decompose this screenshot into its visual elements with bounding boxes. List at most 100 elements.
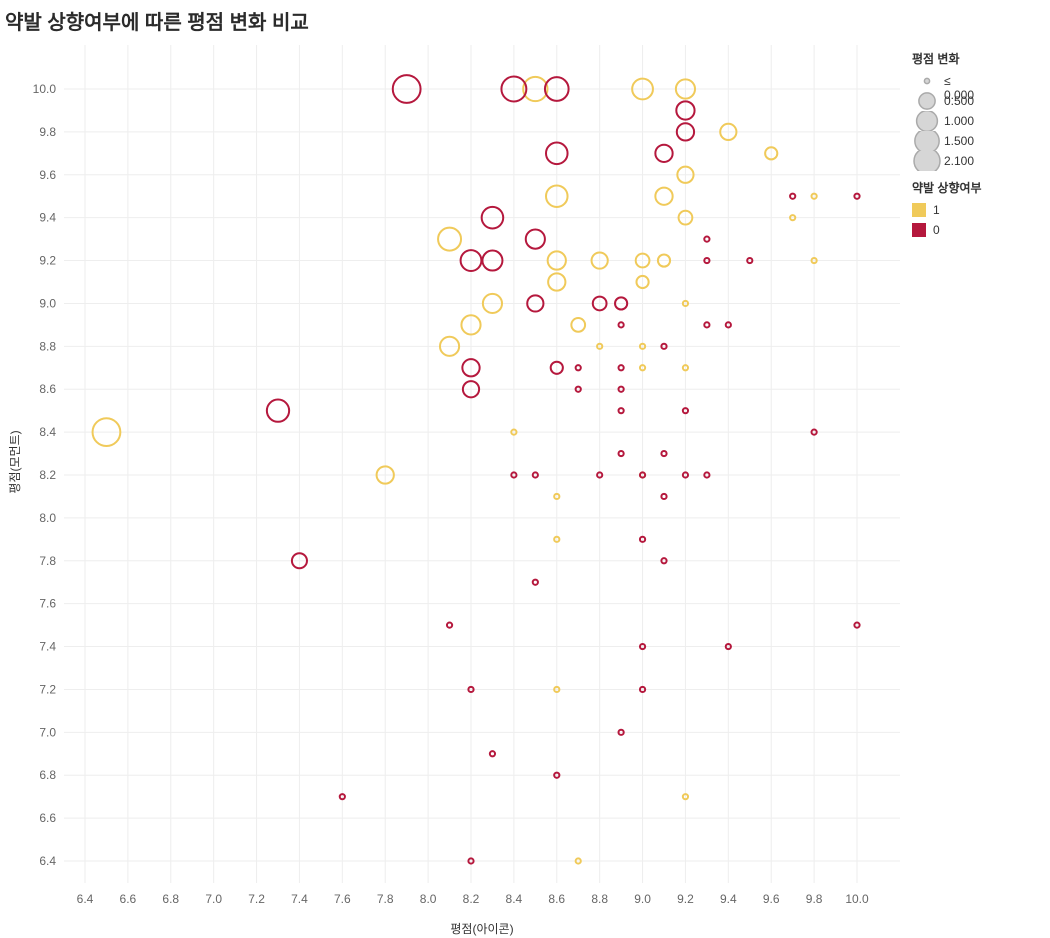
data-point-series-0[interactable] bbox=[591, 295, 608, 312]
data-point-series-1[interactable] bbox=[638, 364, 647, 372]
data-point-series-1[interactable] bbox=[570, 317, 587, 333]
data-point-series-0[interactable] bbox=[660, 557, 668, 565]
data-point-series-0[interactable] bbox=[724, 321, 732, 329]
data-point-series-0[interactable] bbox=[617, 407, 625, 415]
data-point-series-1[interactable] bbox=[764, 146, 779, 161]
data-point-series-0[interactable] bbox=[524, 228, 546, 250]
data-point-series-0[interactable] bbox=[574, 364, 582, 372]
data-point-series-0[interactable] bbox=[549, 360, 564, 375]
data-point-series-1[interactable] bbox=[677, 209, 694, 226]
y-tick-label: 9.0 bbox=[39, 296, 56, 310]
size-legend-marker bbox=[923, 77, 931, 85]
data-point-series-0[interactable] bbox=[461, 380, 481, 399]
data-point-series-0[interactable] bbox=[265, 398, 291, 423]
data-point-series-0[interactable] bbox=[461, 358, 481, 378]
data-point-series-1[interactable] bbox=[810, 256, 818, 265]
data-point-series-1[interactable] bbox=[681, 793, 690, 801]
data-point-series-0[interactable] bbox=[459, 249, 483, 272]
data-point-series-1[interactable] bbox=[635, 274, 650, 290]
data-point-series-0[interactable] bbox=[617, 385, 625, 393]
data-point-series-1[interactable] bbox=[656, 253, 672, 268]
data-point-series-0[interactable] bbox=[675, 100, 696, 121]
data-point-series-0[interactable] bbox=[480, 205, 505, 230]
data-point-series-1[interactable] bbox=[438, 335, 461, 357]
data-point-series-1[interactable] bbox=[375, 465, 395, 485]
data-point-series-0[interactable] bbox=[338, 793, 346, 801]
data-point-series-0[interactable] bbox=[574, 385, 582, 393]
data-point-series-1[interactable] bbox=[522, 75, 549, 103]
data-point-series-1[interactable] bbox=[654, 186, 674, 206]
data-point-series-0[interactable] bbox=[703, 471, 711, 479]
y-tick-label: 9.4 bbox=[39, 211, 56, 225]
data-point-series-0[interactable] bbox=[467, 857, 475, 865]
data-point-series-1[interactable] bbox=[553, 492, 561, 501]
data-point-series-1[interactable] bbox=[681, 364, 690, 372]
data-point-series-1[interactable] bbox=[546, 250, 567, 271]
data-point-series-0[interactable] bbox=[638, 471, 647, 479]
data-point-series-0[interactable] bbox=[638, 535, 647, 543]
data-point-series-0[interactable] bbox=[543, 76, 570, 102]
data-point-series-0[interactable] bbox=[810, 428, 818, 436]
data-point-series-0[interactable] bbox=[596, 471, 604, 479]
data-point-series-0[interactable] bbox=[531, 578, 539, 586]
data-point-series-0[interactable] bbox=[544, 141, 569, 166]
data-point-series-0[interactable] bbox=[553, 771, 561, 779]
x-tick-label: 9.2 bbox=[677, 892, 694, 906]
data-point-series-0[interactable] bbox=[500, 75, 528, 103]
data-point-series-0[interactable] bbox=[638, 685, 647, 694]
data-point-series-1[interactable] bbox=[681, 299, 690, 308]
data-point-series-0[interactable] bbox=[681, 471, 690, 479]
data-point-series-0[interactable] bbox=[526, 294, 545, 313]
data-point-series-0[interactable] bbox=[488, 750, 497, 758]
data-point-series-0[interactable] bbox=[510, 471, 518, 479]
data-point-series-0[interactable] bbox=[660, 449, 668, 458]
data-point-series-0[interactable] bbox=[531, 471, 539, 479]
data-point-series-1[interactable] bbox=[719, 122, 738, 142]
data-point-series-1[interactable] bbox=[676, 165, 695, 184]
data-point-series-0[interactable] bbox=[481, 249, 504, 272]
data-point-series-1[interactable] bbox=[544, 184, 569, 209]
data-point-series-0[interactable] bbox=[614, 296, 629, 311]
data-point-series-1[interactable] bbox=[460, 314, 482, 336]
data-point-series-1[interactable] bbox=[631, 77, 654, 101]
data-point-series-0[interactable] bbox=[724, 642, 732, 651]
data-point-series-1[interactable] bbox=[674, 78, 697, 100]
data-point-series-0[interactable] bbox=[617, 364, 625, 372]
data-point-series-1[interactable] bbox=[553, 685, 561, 694]
data-point-series-0[interactable] bbox=[638, 642, 647, 651]
data-point-series-1[interactable] bbox=[789, 214, 797, 222]
data-point-series-0[interactable] bbox=[746, 256, 754, 265]
data-point-series-1[interactable] bbox=[574, 857, 582, 865]
color-legend-item[interactable]: 1 bbox=[912, 200, 982, 220]
data-point-series-1[interactable] bbox=[634, 252, 651, 269]
data-point-series-1[interactable] bbox=[437, 226, 463, 252]
data-point-series-0[interactable] bbox=[660, 342, 668, 350]
data-point-series-1[interactable] bbox=[91, 417, 122, 448]
data-point-series-0[interactable] bbox=[660, 492, 668, 501]
data-point-series-0[interactable] bbox=[445, 621, 454, 629]
data-point-series-0[interactable] bbox=[617, 321, 625, 329]
data-point-series-0[interactable] bbox=[853, 621, 861, 629]
color-legend-item[interactable]: 0 bbox=[912, 220, 982, 240]
data-point-series-0[interactable] bbox=[617, 728, 625, 736]
data-point-series-0[interactable] bbox=[467, 685, 475, 694]
data-point-series-1[interactable] bbox=[638, 342, 647, 350]
data-point-series-0[interactable] bbox=[703, 321, 711, 329]
data-point-series-0[interactable] bbox=[853, 192, 861, 200]
data-point-series-0[interactable] bbox=[675, 122, 696, 142]
data-point-series-0[interactable] bbox=[703, 235, 711, 243]
data-point-series-1[interactable] bbox=[481, 292, 504, 315]
data-point-series-0[interactable] bbox=[703, 256, 711, 265]
data-point-series-0[interactable] bbox=[391, 74, 422, 104]
data-point-series-0[interactable] bbox=[681, 407, 690, 415]
data-point-series-1[interactable] bbox=[590, 251, 609, 270]
data-point-series-0[interactable] bbox=[617, 449, 625, 458]
data-point-series-1[interactable] bbox=[810, 192, 818, 200]
data-point-series-1[interactable] bbox=[510, 428, 518, 436]
data-point-series-0[interactable] bbox=[290, 552, 308, 570]
data-point-series-0[interactable] bbox=[654, 143, 674, 163]
data-point-series-1[interactable] bbox=[553, 535, 561, 543]
data-point-series-1[interactable] bbox=[596, 342, 604, 350]
data-point-series-1[interactable] bbox=[547, 272, 567, 292]
data-point-series-0[interactable] bbox=[789, 192, 797, 200]
